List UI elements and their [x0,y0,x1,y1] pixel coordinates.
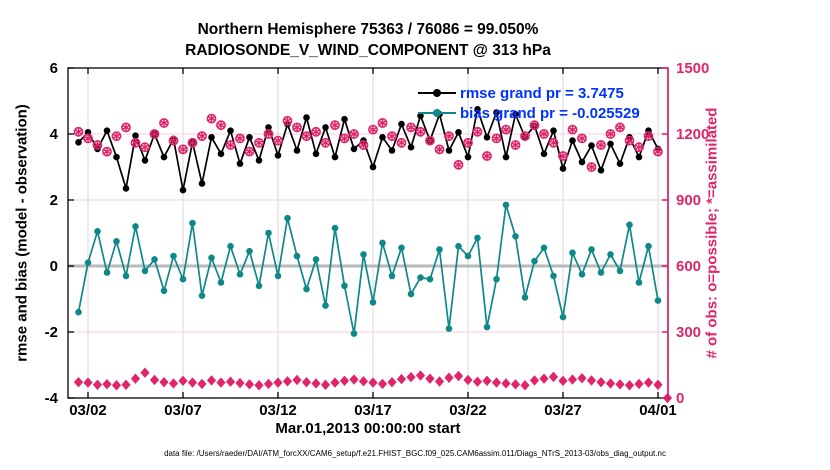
rmse-marker-icon [433,89,441,97]
bias-line-sample [418,109,456,117]
data-file-caption: data file: /Users/raeder/DAI/ATM_forcXX/… [164,449,666,458]
y-axis-label-right: # of obs: o=possible; *=assimilated [703,107,721,359]
x-tick-03/02: 03/02 [69,402,107,419]
x-tick-04/01: 04/01 [639,402,677,419]
x-axis-label: Mar.01,2013 00:00:00 start [275,420,461,437]
y-left-tick--4: -4 [44,390,58,407]
legend-bias-label: bias grand pr = -0.025529 [460,104,640,122]
y-left-tick-0: 0 [49,258,58,275]
y-right-tick-0: 0 [676,390,685,407]
legend-item-bias: bias grand pr = -0.025529 [418,103,640,123]
y-left-tick--2: -2 [44,324,58,341]
y-right-tick-900: 900 [676,192,702,209]
bias-marker-icon [433,109,441,117]
x-tick-03/22: 03/22 [449,402,487,419]
y-right-tick-1500: 1500 [676,60,710,77]
y-left-tick-4: 4 [49,126,58,143]
y-left-tick-6: 6 [49,60,58,77]
chart-title-line1: Northern Hemisphere 75363 / 76086 = 99.0… [197,21,539,38]
x-tick-03/17: 03/17 [354,402,392,419]
x-tick-03/07: 03/07 [164,402,202,419]
chart-title-line2: RADIOSONDE_V_WIND_COMPONENT @ 313 hPa [185,42,551,59]
y-right-tick-1200: 1200 [676,126,710,143]
legend-item-rmse: rmse grand pr = 3.7475 [418,83,640,103]
y-right-tick-300: 300 [676,324,702,341]
x-tick-03/12: 03/12 [259,402,297,419]
y-axis-label-left: rmse and bias (model - observation) [13,104,31,362]
x-tick-03/27: 03/27 [544,402,582,419]
rmse-line-sample [418,89,456,97]
y-left-tick-2: 2 [49,192,58,209]
y-right-tick-600: 600 [676,258,702,275]
legend: rmse grand pr = 3.7475 bias grand pr = -… [418,83,640,123]
legend-rmse-label: rmse grand pr = 3.7475 [460,84,624,102]
